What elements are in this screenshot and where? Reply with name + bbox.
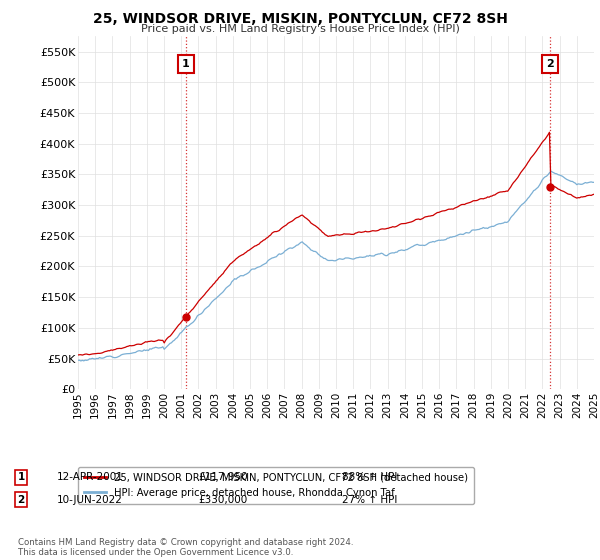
Text: Contains HM Land Registry data © Crown copyright and database right 2024.
This d: Contains HM Land Registry data © Crown c…: [18, 538, 353, 557]
Text: 27% ↑ HPI: 27% ↑ HPI: [342, 494, 397, 505]
Text: 1: 1: [182, 59, 190, 69]
Text: Price paid vs. HM Land Registry's House Price Index (HPI): Price paid vs. HM Land Registry's House …: [140, 24, 460, 34]
Text: 10-JUN-2022: 10-JUN-2022: [57, 494, 123, 505]
Text: 2: 2: [17, 494, 25, 505]
Text: 12-APR-2001: 12-APR-2001: [57, 472, 124, 482]
Text: £117,950: £117,950: [198, 472, 248, 482]
Text: 2: 2: [546, 59, 554, 69]
Legend: 25, WINDSOR DRIVE, MISKIN, PONTYCLUN, CF72 8SH (detached house), HPI: Average pr: 25, WINDSOR DRIVE, MISKIN, PONTYCLUN, CF…: [78, 466, 474, 503]
Text: 1: 1: [17, 472, 25, 482]
Text: £330,000: £330,000: [198, 494, 247, 505]
Text: 25, WINDSOR DRIVE, MISKIN, PONTYCLUN, CF72 8SH: 25, WINDSOR DRIVE, MISKIN, PONTYCLUN, CF…: [92, 12, 508, 26]
Text: 88% ↑ HPI: 88% ↑ HPI: [342, 472, 397, 482]
